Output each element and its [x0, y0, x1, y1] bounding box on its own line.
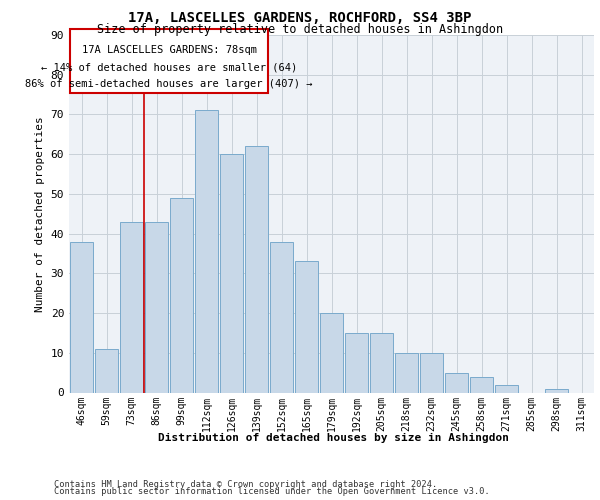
Bar	[370, 333, 394, 392]
Text: ← 14% of detached houses are smaller (64): ← 14% of detached houses are smaller (64…	[41, 63, 297, 73]
Bar	[419, 353, 443, 393]
Text: Contains public sector information licensed under the Open Government Licence v3: Contains public sector information licen…	[54, 487, 490, 496]
Text: Size of property relative to detached houses in Ashingdon: Size of property relative to detached ho…	[97, 22, 503, 36]
Bar	[545, 388, 568, 392]
Text: 17A, LASCELLES GARDENS, ROCHFORD, SS4 3BP: 17A, LASCELLES GARDENS, ROCHFORD, SS4 3B…	[128, 11, 472, 25]
Bar	[170, 198, 193, 392]
Y-axis label: Number of detached properties: Number of detached properties	[35, 116, 45, 312]
Bar	[395, 353, 418, 393]
Bar	[494, 384, 518, 392]
Text: 17A LASCELLES GARDENS: 78sqm: 17A LASCELLES GARDENS: 78sqm	[82, 45, 257, 55]
Bar	[470, 376, 493, 392]
Text: Distribution of detached houses by size in Ashingdon: Distribution of detached houses by size …	[158, 432, 509, 442]
Bar	[194, 110, 218, 392]
Bar	[320, 313, 343, 392]
Bar	[295, 262, 319, 392]
Bar	[220, 154, 244, 392]
Bar	[95, 349, 118, 393]
Bar	[445, 372, 469, 392]
Bar	[245, 146, 268, 392]
Bar	[269, 242, 293, 392]
Bar	[119, 222, 143, 392]
FancyBboxPatch shape	[70, 29, 268, 92]
Bar	[145, 222, 169, 392]
Text: Contains HM Land Registry data © Crown copyright and database right 2024.: Contains HM Land Registry data © Crown c…	[54, 480, 437, 489]
Text: 86% of semi-detached houses are larger (407) →: 86% of semi-detached houses are larger (…	[25, 78, 313, 88]
Bar	[344, 333, 368, 392]
Bar	[70, 242, 94, 392]
